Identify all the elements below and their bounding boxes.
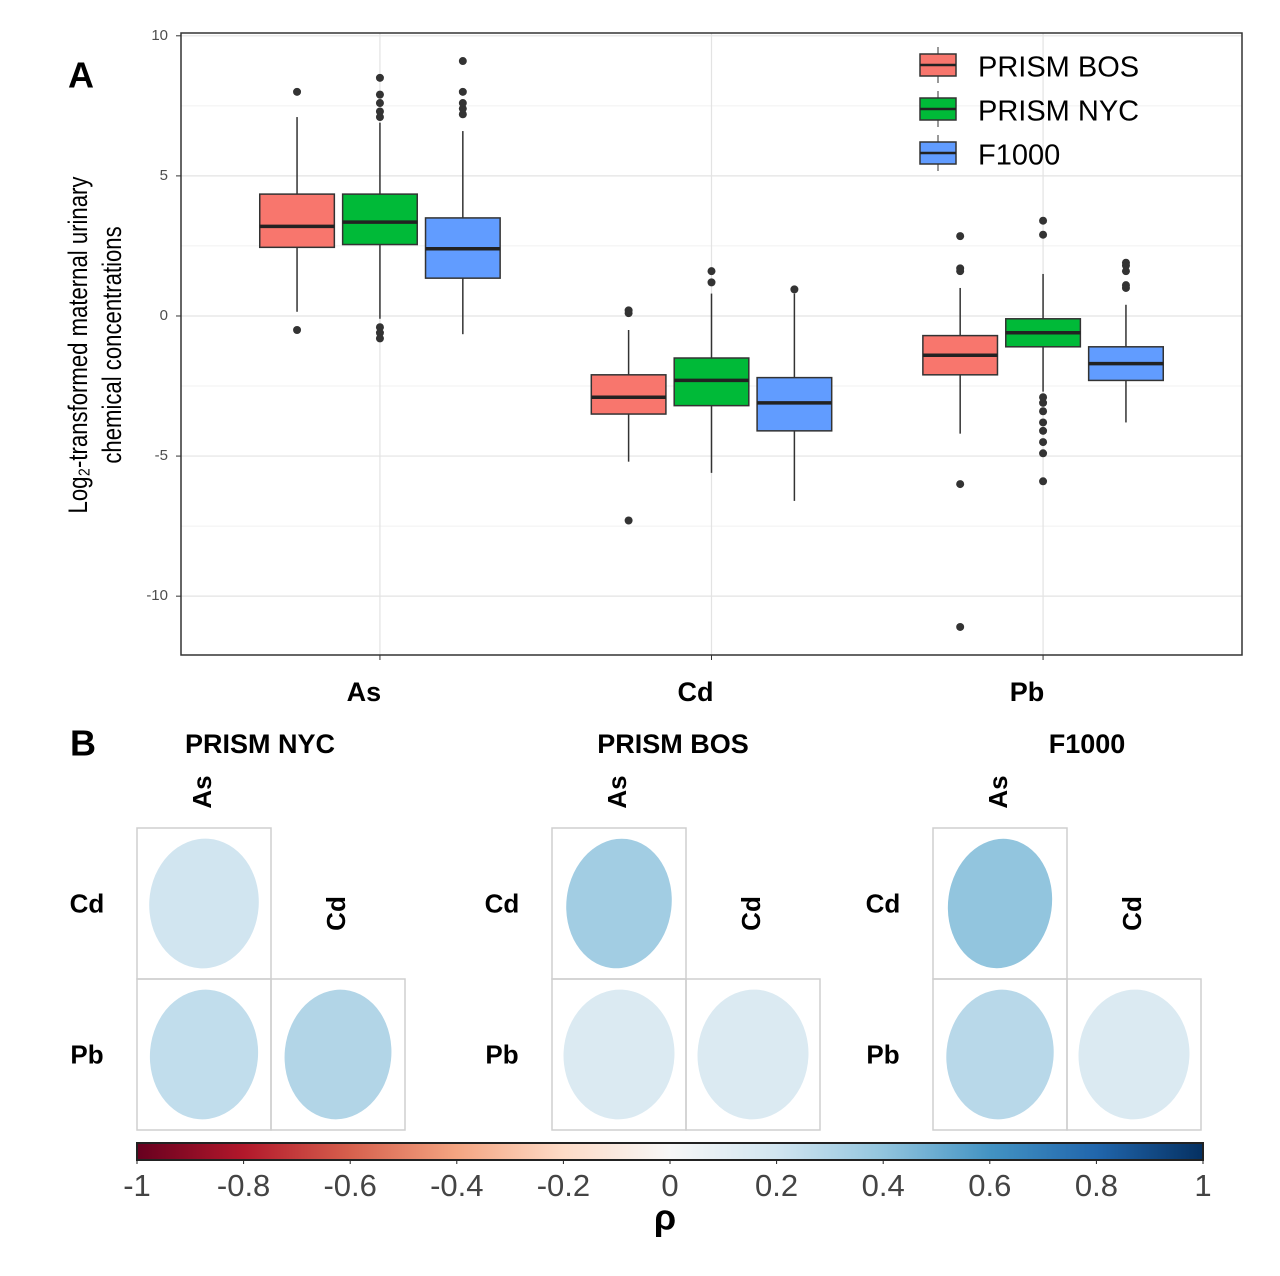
colorbar-tick-label: 0.6 (968, 1168, 1011, 1203)
row-label: Cd (485, 888, 520, 918)
outlier (375, 107, 384, 116)
outlier (1121, 258, 1130, 267)
correlation-ellipse (284, 989, 392, 1120)
row-label: Cd (70, 888, 105, 918)
outlier (293, 87, 302, 96)
outlier (956, 622, 965, 631)
legend-label: F1000 (978, 140, 1060, 172)
correlation-ellipse (149, 838, 259, 969)
col-label: As (983, 775, 1013, 808)
outlier (1039, 230, 1048, 239)
outlier (458, 104, 467, 113)
legend-label: PRISM NYC (978, 96, 1139, 128)
outlier (624, 306, 633, 315)
cell (1066, 978, 1202, 1131)
outlier (1039, 393, 1048, 402)
col-label: Cd (736, 896, 766, 931)
colorbar-tick-label: 0 (661, 1168, 678, 1203)
col-label: Cd (321, 896, 351, 931)
outlier (375, 73, 384, 82)
outlier (293, 325, 302, 334)
cell (685, 978, 821, 1131)
outlier (624, 516, 633, 525)
outlier (375, 99, 384, 108)
colorbar (136, 1142, 1204, 1161)
outlier (1039, 477, 1048, 486)
colorbar-tick-label: 0.2 (755, 1168, 798, 1203)
outlier (956, 264, 965, 273)
outlier (707, 278, 716, 287)
box (341, 193, 418, 246)
row-label: Pb (866, 1039, 899, 1069)
colorbar-label: ρ (654, 1197, 676, 1238)
correlation-ellipse (563, 989, 675, 1120)
correlation-ellipse (697, 989, 809, 1120)
outlier (1039, 418, 1048, 427)
y-axis-label: chemical concentrations (98, 226, 128, 463)
outlier (375, 328, 384, 337)
plot-border (180, 32, 1243, 656)
box (258, 193, 336, 249)
outlier (375, 90, 384, 99)
colorbar-tick-label: 1 (1194, 1168, 1211, 1203)
x-tick-label: Cd (678, 677, 714, 707)
colorbar-tick-label: 0.4 (862, 1168, 905, 1203)
x-tick-label: As (347, 677, 382, 707)
colorbar-tick-label: -0.4 (430, 1168, 483, 1203)
colorbar-tick-label: -0.8 (217, 1168, 270, 1203)
outlier (1039, 216, 1048, 225)
outlier (458, 110, 467, 119)
colorbar-tick-label: -1 (123, 1168, 151, 1203)
y-tick-label: 10 (151, 27, 168, 44)
colorbar-tick-label: 0.8 (1075, 1168, 1118, 1203)
outlier (1039, 426, 1048, 435)
outlier (1039, 398, 1048, 407)
outlier (1121, 281, 1130, 290)
colorbar-tick-label: -0.2 (537, 1168, 590, 1203)
outlier (790, 285, 799, 294)
correlation-ellipse (149, 989, 259, 1120)
outlier (1039, 449, 1048, 458)
panel-title: PRISM NYC (185, 729, 335, 759)
outlier (1039, 407, 1048, 416)
y-tick-label: 5 (160, 167, 168, 184)
legend-label: PRISM BOS (978, 52, 1139, 84)
outlier (375, 323, 384, 332)
outlier (707, 267, 716, 276)
outlier (956, 232, 965, 241)
col-label: As (602, 775, 632, 808)
panel-label: A (68, 55, 94, 96)
row-label: Pb (485, 1039, 518, 1069)
panel-title: PRISM BOS (597, 729, 749, 759)
outlier (956, 480, 965, 489)
y-tick-label: 0 (160, 307, 168, 324)
outlier (458, 87, 467, 96)
panel-label: B (70, 723, 96, 764)
panel-title: F1000 (1049, 729, 1126, 759)
row-label: Pb (70, 1039, 103, 1069)
y-tick-label: -5 (155, 447, 168, 464)
outlier (458, 99, 467, 108)
correlation-ellipse (946, 989, 1054, 1120)
outlier (1121, 267, 1130, 276)
col-label: Cd (1117, 896, 1147, 931)
col-label: As (187, 775, 217, 808)
row-label: Cd (866, 888, 901, 918)
box (590, 374, 667, 415)
outlier (375, 334, 384, 343)
cell (270, 978, 406, 1131)
y-tick-label: -10 (146, 587, 168, 604)
x-tick-label: Pb (1010, 677, 1045, 707)
y-axis-label: Log₂-transformed maternal urinary (64, 176, 94, 513)
correlation-ellipse (566, 838, 672, 969)
outlier (1039, 438, 1048, 447)
outlier (458, 57, 467, 66)
correlation-ellipse (1078, 989, 1190, 1120)
colorbar-tick-label: -0.6 (323, 1168, 376, 1203)
correlation-ellipse (947, 838, 1053, 969)
outlier (375, 113, 384, 122)
